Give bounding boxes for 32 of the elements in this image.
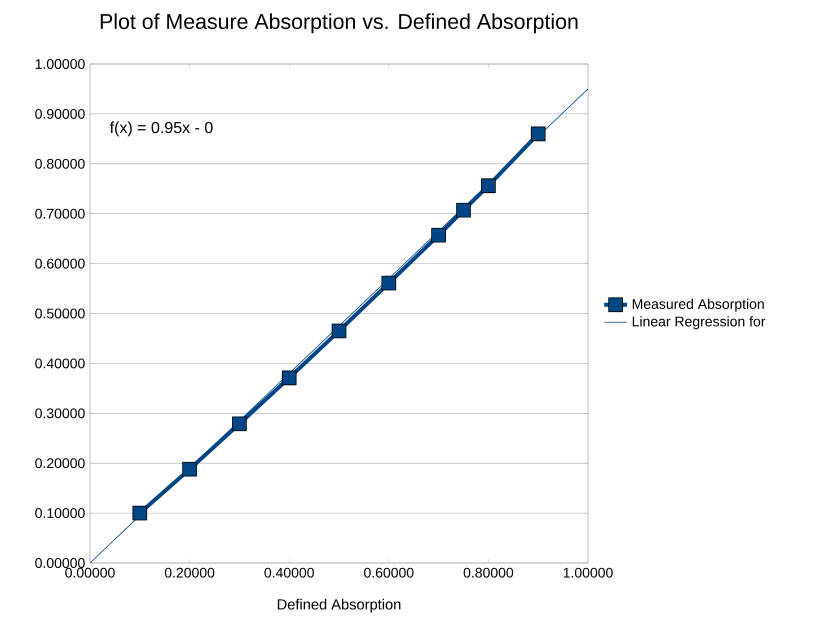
x-axis-title: Defined Absorption: [278, 598, 400, 612]
x-tick-label: 1.00000: [564, 568, 613, 578]
point: [132, 506, 148, 520]
y-tick-label: 1.00000: [36, 59, 85, 69]
y-tick-label: 0.80000: [35, 158, 85, 169]
point: [431, 228, 446, 242]
x-tick-label: 0.60000: [364, 568, 414, 578]
x-tick-label: 0.40000: [264, 568, 314, 578]
point: [456, 202, 471, 218]
x-tick-label: 0.00000: [65, 568, 115, 578]
x-tick-label: 0.20000: [164, 568, 214, 578]
annotation: f(x) = 0.95x - 0: [110, 121, 213, 136]
y-tick-label: 0.70000: [35, 208, 85, 219]
y-tick-label: 0.00000: [35, 558, 85, 568]
y-tick-label: 0.10000: [35, 508, 85, 518]
chart-title: Plot of Measure Absorption vs. Defined Absorption: [100, 13, 578, 34]
y-tick-label: 0.60000: [35, 258, 85, 269]
y-tick-label: 0.40000: [35, 358, 85, 368]
legend-label: Measured Absorption: [632, 298, 764, 312]
point: [182, 462, 197, 477]
point: [282, 370, 297, 386]
y-tick-label: 0.30000: [35, 408, 85, 418]
point: [381, 276, 396, 290]
y-tick-label: 0.20000: [35, 458, 85, 468]
legend-label: Linear Regression for: [632, 316, 766, 330]
y-tick-label: 0.90000: [35, 108, 85, 119]
point: [232, 416, 247, 432]
point: [530, 126, 546, 142]
x-tick-label: 0.80000: [464, 568, 514, 578]
point: [481, 178, 496, 194]
y-tick-label: 0.50000: [35, 308, 85, 318]
point: [332, 324, 346, 338]
